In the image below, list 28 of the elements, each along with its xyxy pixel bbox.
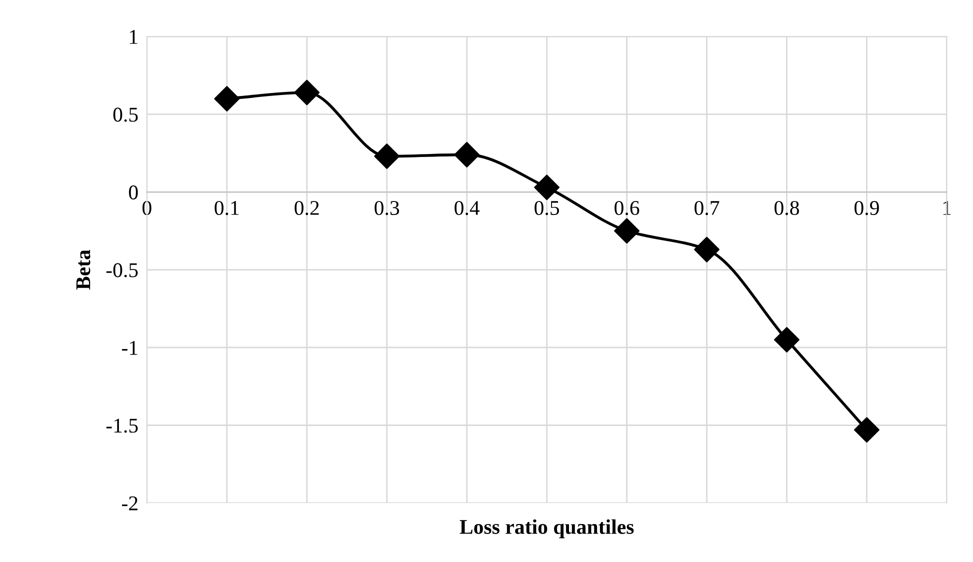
y-tick-label: 0	[128, 185, 138, 200]
x-tick-label: 0.6	[614, 200, 640, 216]
point	[534, 174, 560, 200]
point	[614, 218, 640, 244]
point	[694, 236, 720, 262]
y-tick-label: -1	[122, 340, 138, 355]
y-tick-label: -2	[122, 496, 138, 510]
x-tick-label: 0.1	[214, 200, 239, 216]
y-axis-title: Beta	[76, 250, 90, 290]
point	[454, 142, 480, 168]
point	[854, 417, 880, 443]
x-tick-label: 0.9	[854, 200, 879, 216]
x-tick-label: 0.8	[774, 200, 799, 216]
y-tick-label: -0.5	[106, 263, 138, 278]
point	[774, 327, 800, 352]
y-tick-label: 0.5	[113, 108, 138, 122]
x-tick-label: 0	[142, 200, 152, 216]
y-tick-label: 1	[130, 30, 138, 44]
x-tick-label: 0.3	[374, 200, 400, 216]
x-axis-title: Loss ratio quantiles	[460, 519, 634, 538]
x-tick-label: 0.7	[694, 200, 720, 216]
x-tick-label: 0.2	[294, 200, 319, 216]
x-tick-label: 0.5	[534, 200, 560, 216]
point	[374, 144, 400, 169]
x-tick-label: 0.4	[454, 200, 480, 216]
point	[294, 80, 320, 106]
point	[214, 86, 240, 112]
y-tick-label: -1.5	[106, 418, 138, 433]
